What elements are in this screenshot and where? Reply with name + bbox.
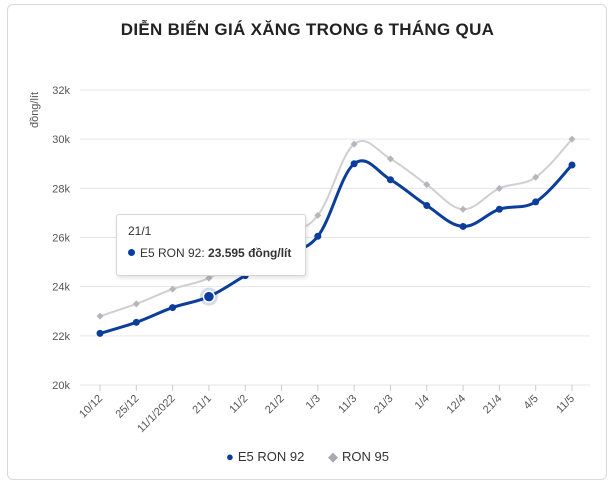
data-point-ron-95[interactable] — [568, 135, 576, 143]
y-tick-label: 22k — [52, 331, 70, 343]
data-point-ron-95[interactable] — [423, 181, 431, 189]
x-tick-label: 11/2 — [227, 393, 250, 416]
y-tick-label: 28k — [52, 183, 70, 195]
data-tooltip: 21/1 E5 RON 92: 23.595 đồng/lít — [116, 214, 306, 276]
legend-marker-ron-95: ◆ — [328, 449, 338, 464]
x-tick-label: 12/4 — [445, 393, 469, 417]
legend-item-e5-ron-92[interactable]: ● E5 RON 92 — [226, 449, 304, 464]
x-tick-label: 21/4 — [481, 393, 505, 417]
hovered-data-point[interactable] — [202, 290, 216, 303]
x-tick-label: 21/2 — [263, 393, 287, 417]
x-tick-label: 21/1 — [190, 393, 214, 417]
y-tick-label: 24k — [52, 282, 70, 294]
data-point-ron-95[interactable] — [459, 205, 467, 213]
y-axis: 20k 22k 24k 26k 28k 30k 32k — [52, 85, 70, 392]
y-tick-label: 32k — [52, 85, 70, 97]
tooltip-series-dot — [128, 249, 135, 256]
data-point-e5-ron-92[interactable] — [169, 304, 177, 312]
data-point-ron-95[interactable] — [350, 140, 358, 148]
legend-label-e5-ron-92: E5 RON 92 — [237, 449, 305, 464]
data-point-ron-95[interactable] — [495, 184, 503, 192]
grid-lines — [80, 89, 590, 386]
y-axis-label: đồng/lít — [29, 92, 41, 128]
x-tick-label: 10/12 — [77, 393, 105, 421]
legend-label-ron-95: RON 95 — [342, 449, 389, 464]
legend-item-ron-95[interactable]: ◆ RON 95 — [328, 449, 389, 465]
data-point-ron-95[interactable] — [205, 274, 213, 282]
legend-marker-e5-ron-92: ● — [226, 449, 234, 464]
data-point-e5-ron-92[interactable] — [532, 198, 540, 206]
y-tick-label: 30k — [52, 134, 70, 146]
data-point-ron-95[interactable] — [96, 312, 104, 320]
data-point-ron-95[interactable] — [132, 300, 140, 308]
data-point-e5-ron-92[interactable] — [423, 202, 431, 210]
x-tick-label: 4/5 — [522, 393, 541, 412]
x-tick-label: 11/3 — [336, 393, 359, 416]
data-point-ron-95[interactable] — [532, 173, 540, 181]
data-point-e5-ron-92[interactable] — [386, 176, 394, 184]
data-point-e5-ron-92[interactable] — [350, 160, 358, 168]
tooltip-value: 23.595 đồng/lít — [208, 246, 292, 260]
data-point-e5-ron-92[interactable] — [132, 318, 140, 326]
x-tick-label: 1/4 — [413, 393, 432, 412]
data-point-e5-ron-92[interactable] — [459, 222, 467, 230]
series-line-ron-95 — [99, 138, 573, 318]
data-point-ron-95[interactable] — [314, 211, 322, 219]
data-point-ron-95[interactable] — [169, 285, 177, 293]
data-point-e5-ron-92[interactable] — [96, 329, 104, 337]
chart-legend: ● E5 RON 92 ◆ RON 95 — [0, 449, 615, 465]
data-point-e5-ron-92[interactable] — [314, 232, 322, 240]
chart-title: DIỄN BIẾN GIÁ XĂNG TRONG 6 THÁNG QUA — [120, 20, 495, 39]
data-point-e5-ron-92[interactable] — [495, 205, 503, 213]
y-tick-label: 20k — [52, 380, 70, 392]
x-tick-label: 11/5 — [554, 393, 577, 416]
chart-frame — [7, 4, 607, 480]
x-tick-label: 1/3 — [304, 393, 323, 412]
data-point-ron-95[interactable] — [386, 155, 394, 163]
series-line-e5-ron-92 — [99, 159, 574, 335]
x-tick-label: 11/1/2022 — [135, 393, 178, 436]
y-tick-label: 26k — [52, 233, 70, 245]
x-tick-label: 21/3 — [372, 393, 396, 417]
tooltip-row: E5 RON 92: 23.595 đồng/lít — [128, 246, 294, 260]
data-point-e5-ron-92[interactable] — [568, 161, 576, 169]
tooltip-series-name: E5 RON 92 — [140, 246, 202, 260]
x-tick-label: 25/12 — [113, 393, 141, 421]
tooltip-header: 21/1 — [128, 224, 152, 238]
